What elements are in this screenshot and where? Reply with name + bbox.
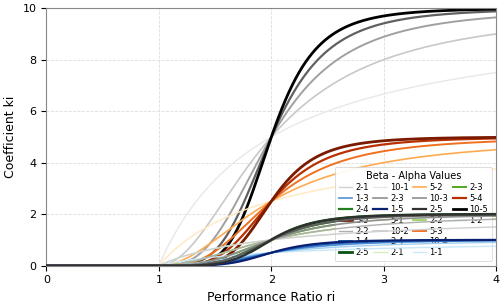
Y-axis label: Coefficient ki: Coefficient ki bbox=[4, 96, 17, 178]
Legend: 2-1, 1-3, 2-4, 5-5, 2-2, 1-4, 2-5, 10-1, 2-3, 1-5, 5-1, 10-2, 2-4, 2-1, 5-2, 10-: 2-1, 1-3, 2-4, 5-5, 2-2, 1-4, 2-5, 10-1,… bbox=[335, 167, 492, 261]
X-axis label: Performance Ratio ri: Performance Ratio ri bbox=[207, 291, 336, 304]
